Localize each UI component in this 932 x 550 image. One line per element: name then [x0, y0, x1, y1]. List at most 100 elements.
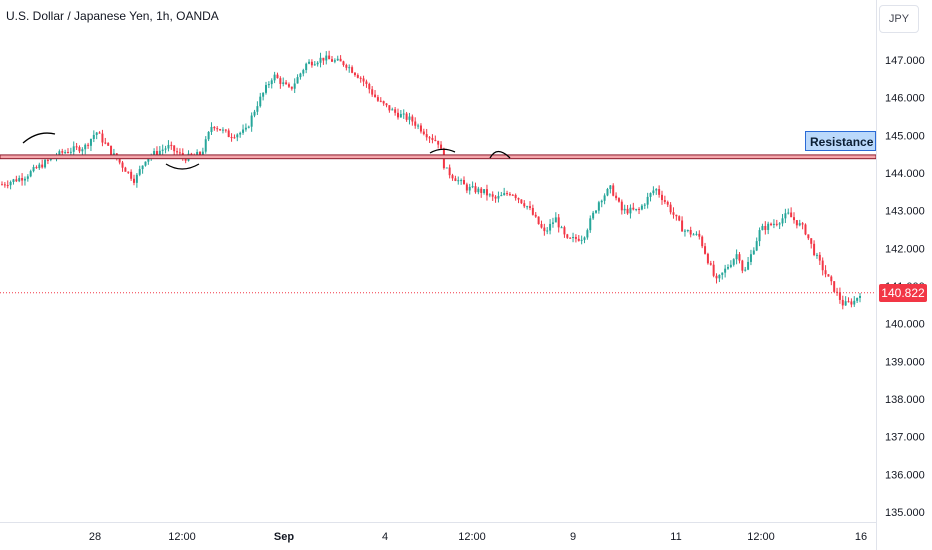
candle-down	[331, 59, 333, 62]
candle-up	[471, 186, 474, 188]
candle-down	[574, 237, 577, 239]
candle-down	[173, 145, 176, 152]
candle-down	[626, 208, 629, 214]
candle-up	[755, 241, 758, 251]
candle-up	[592, 212, 595, 219]
candle-up	[646, 196, 649, 205]
candle-up	[546, 230, 549, 232]
candle-up	[643, 204, 646, 206]
candle-down	[176, 151, 179, 153]
candle-up	[141, 165, 144, 170]
price-tick-label: 146.000	[885, 93, 925, 105]
candle-up	[282, 82, 285, 84]
candle-down	[821, 260, 824, 271]
price-tick-label: 140.000	[885, 319, 925, 331]
candle-up	[649, 193, 652, 197]
price-tick-label: 142.000	[885, 243, 925, 255]
candle-down	[87, 144, 90, 146]
candle-down	[632, 207, 635, 210]
candle-down	[465, 184, 468, 191]
candle-up	[724, 268, 727, 273]
candle-up	[32, 167, 35, 172]
candle-down	[434, 139, 437, 141]
candle-down	[1, 184, 3, 186]
candle-up	[784, 213, 787, 219]
candle-up	[391, 109, 394, 111]
candle-up	[38, 164, 41, 169]
candle-down	[178, 152, 181, 154]
candle-down	[322, 57, 325, 61]
candle-down	[227, 130, 230, 138]
candle-up	[299, 73, 302, 78]
candle-up	[333, 60, 336, 62]
candle-up	[856, 297, 859, 301]
candle-up	[586, 230, 589, 238]
candle-up	[597, 202, 600, 211]
candle-up	[500, 195, 503, 197]
candle-down	[61, 151, 64, 153]
candle-up	[64, 152, 67, 154]
candle-up	[204, 139, 207, 152]
candle-down	[428, 137, 431, 139]
candle-down	[540, 224, 543, 228]
candle-down	[368, 83, 371, 90]
candle-down	[425, 134, 428, 138]
candle-down	[224, 129, 227, 131]
candle-up	[408, 116, 411, 120]
candle-down	[356, 75, 359, 78]
candle-down	[46, 159, 49, 161]
price-tick-label: 144.000	[885, 168, 925, 180]
candle-down	[557, 217, 560, 228]
candle-up	[402, 113, 405, 115]
candle-down	[661, 194, 663, 201]
candle-up	[772, 223, 775, 225]
candle-up	[732, 259, 735, 265]
candle-up	[752, 250, 755, 255]
candle-down	[669, 204, 672, 213]
annotation-arc-3	[429, 148, 456, 154]
candle-up	[265, 85, 267, 93]
candle-down	[704, 246, 707, 254]
candle-up	[721, 272, 724, 275]
candle-up	[683, 230, 686, 232]
price-tick-label: 138.000	[885, 394, 925, 406]
candle-up	[144, 161, 147, 166]
candle-down	[807, 234, 810, 239]
candle-down	[813, 243, 816, 256]
candle-up	[112, 153, 115, 155]
candle-down	[353, 72, 356, 76]
candle-up	[138, 169, 141, 175]
candle-down	[351, 67, 354, 73]
price-tick-label: 143.000	[885, 206, 925, 218]
candle-up	[316, 62, 319, 65]
candle-down	[431, 137, 434, 140]
candle-down	[339, 58, 342, 62]
currency-button[interactable]: JPY	[879, 5, 919, 33]
candle-up	[158, 150, 161, 155]
annotation-arc-2	[165, 163, 200, 170]
candle-up	[549, 223, 552, 231]
candle-up	[72, 146, 75, 152]
candle-up	[551, 222, 554, 224]
candle-up	[815, 254, 818, 256]
candle-up	[147, 158, 150, 162]
time-axis: 28 12:00 Sep 4 12:00 9 11 12:00 16	[89, 531, 867, 543]
candle-up	[497, 195, 500, 199]
annotation-strokes	[22, 132, 511, 170]
resistance-zone[interactable]	[0, 154, 877, 160]
candle-down	[511, 194, 514, 196]
candle-down	[801, 223, 804, 225]
candle-up	[758, 230, 761, 242]
candle-up	[69, 151, 72, 153]
candle-down	[508, 193, 511, 195]
candle-down	[6, 185, 9, 187]
candle-down	[371, 89, 374, 95]
candle-down	[233, 137, 236, 139]
candle-down	[21, 178, 24, 181]
candle-up	[81, 149, 84, 152]
candle-down	[517, 198, 520, 200]
candle-up	[460, 180, 463, 182]
candle-down	[795, 220, 798, 226]
candle-down	[838, 292, 841, 300]
